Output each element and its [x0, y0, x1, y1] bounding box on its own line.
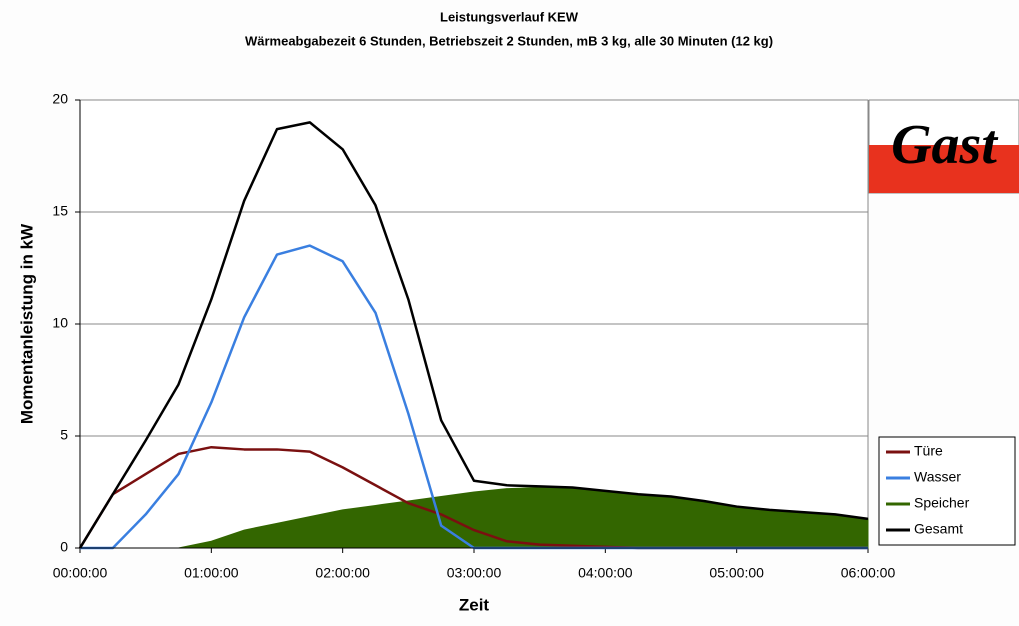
y-tick-label: 20 — [52, 91, 68, 107]
y-tick-label: 0 — [60, 539, 68, 555]
logo-text: Gast — [891, 114, 998, 176]
legend-label: Wasser — [914, 469, 961, 485]
logo-band — [869, 145, 1019, 193]
line — [78, 121, 869, 549]
x-tick-label: 01:00:00 — [184, 565, 239, 581]
x-axis-label: Zeit — [459, 595, 490, 614]
chart-subtitle: Wärmeabgabezeit 6 Stunden, Betriebszeit … — [245, 33, 773, 48]
legend-label: Türe — [914, 443, 943, 459]
y-tick-label: 10 — [52, 315, 68, 331]
legend: Türe Wasser Speicher Gesamt — [878, 436, 1016, 546]
x-tick-label: 02:00:00 — [315, 565, 370, 581]
x-tick-label: 06:00:00 — [841, 565, 896, 581]
x-tick-label: 04:00:00 — [578, 565, 633, 581]
logo: Gast — [868, 99, 1019, 194]
legend-label: Speicher — [914, 495, 970, 511]
legend-label: Gesamt — [914, 521, 963, 537]
y-tick-label: 15 — [52, 203, 68, 219]
chart-title: Leistungsverlauf KEW — [440, 9, 579, 24]
x-tick-label: 03:00:00 — [447, 565, 502, 581]
legend-box — [878, 436, 1016, 546]
x-tick-label: 00:00:00 — [53, 565, 108, 581]
y-axis-label: Momentanleistung in kW — [17, 223, 36, 424]
x-tick-label: 05:00:00 — [709, 565, 764, 581]
y-tick-label: 5 — [60, 427, 68, 443]
